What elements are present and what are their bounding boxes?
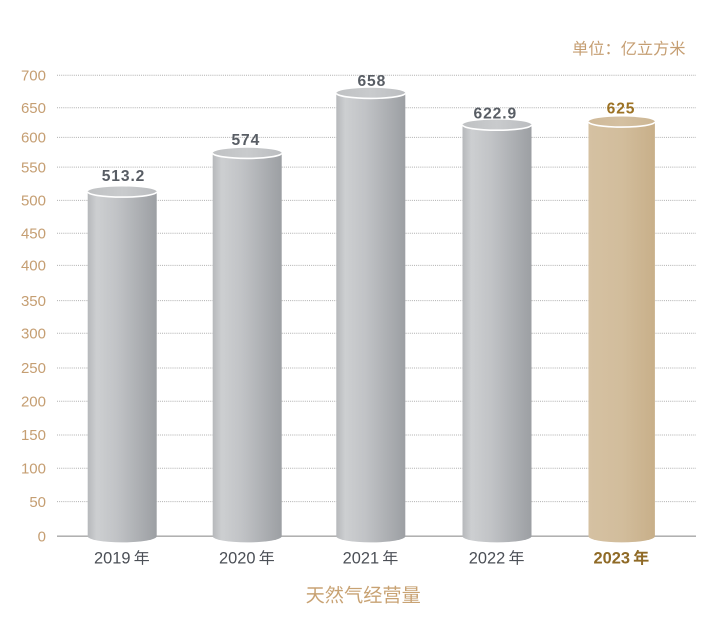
svg-text:2022: 2022 — [469, 550, 505, 568]
svg-text:622.9: 622.9 — [474, 105, 518, 122]
svg-text:2021: 2021 — [343, 550, 379, 568]
svg-text:100: 100 — [21, 461, 46, 478]
svg-text:500: 500 — [21, 193, 46, 210]
svg-text:300: 300 — [21, 325, 46, 342]
svg-text:400: 400 — [21, 258, 46, 275]
svg-text:550: 550 — [21, 159, 46, 176]
svg-text:0: 0 — [38, 528, 46, 545]
svg-text:200: 200 — [21, 394, 46, 411]
svg-text:450: 450 — [21, 226, 46, 243]
svg-text:2023: 2023 — [594, 550, 630, 568]
svg-text:50: 50 — [29, 494, 46, 511]
svg-text:150: 150 — [21, 427, 46, 444]
svg-text:513.2: 513.2 — [102, 168, 146, 185]
svg-text:250: 250 — [21, 360, 46, 377]
svg-text:650: 650 — [21, 100, 46, 117]
svg-text:574: 574 — [231, 132, 260, 149]
svg-text:2020: 2020 — [219, 550, 255, 568]
svg-text:700: 700 — [21, 68, 46, 85]
svg-text:658: 658 — [357, 73, 386, 90]
svg-text:600: 600 — [21, 130, 46, 147]
svg-text:625: 625 — [607, 100, 636, 117]
svg-text:2019: 2019 — [94, 550, 130, 568]
svg-text:350: 350 — [21, 293, 46, 310]
